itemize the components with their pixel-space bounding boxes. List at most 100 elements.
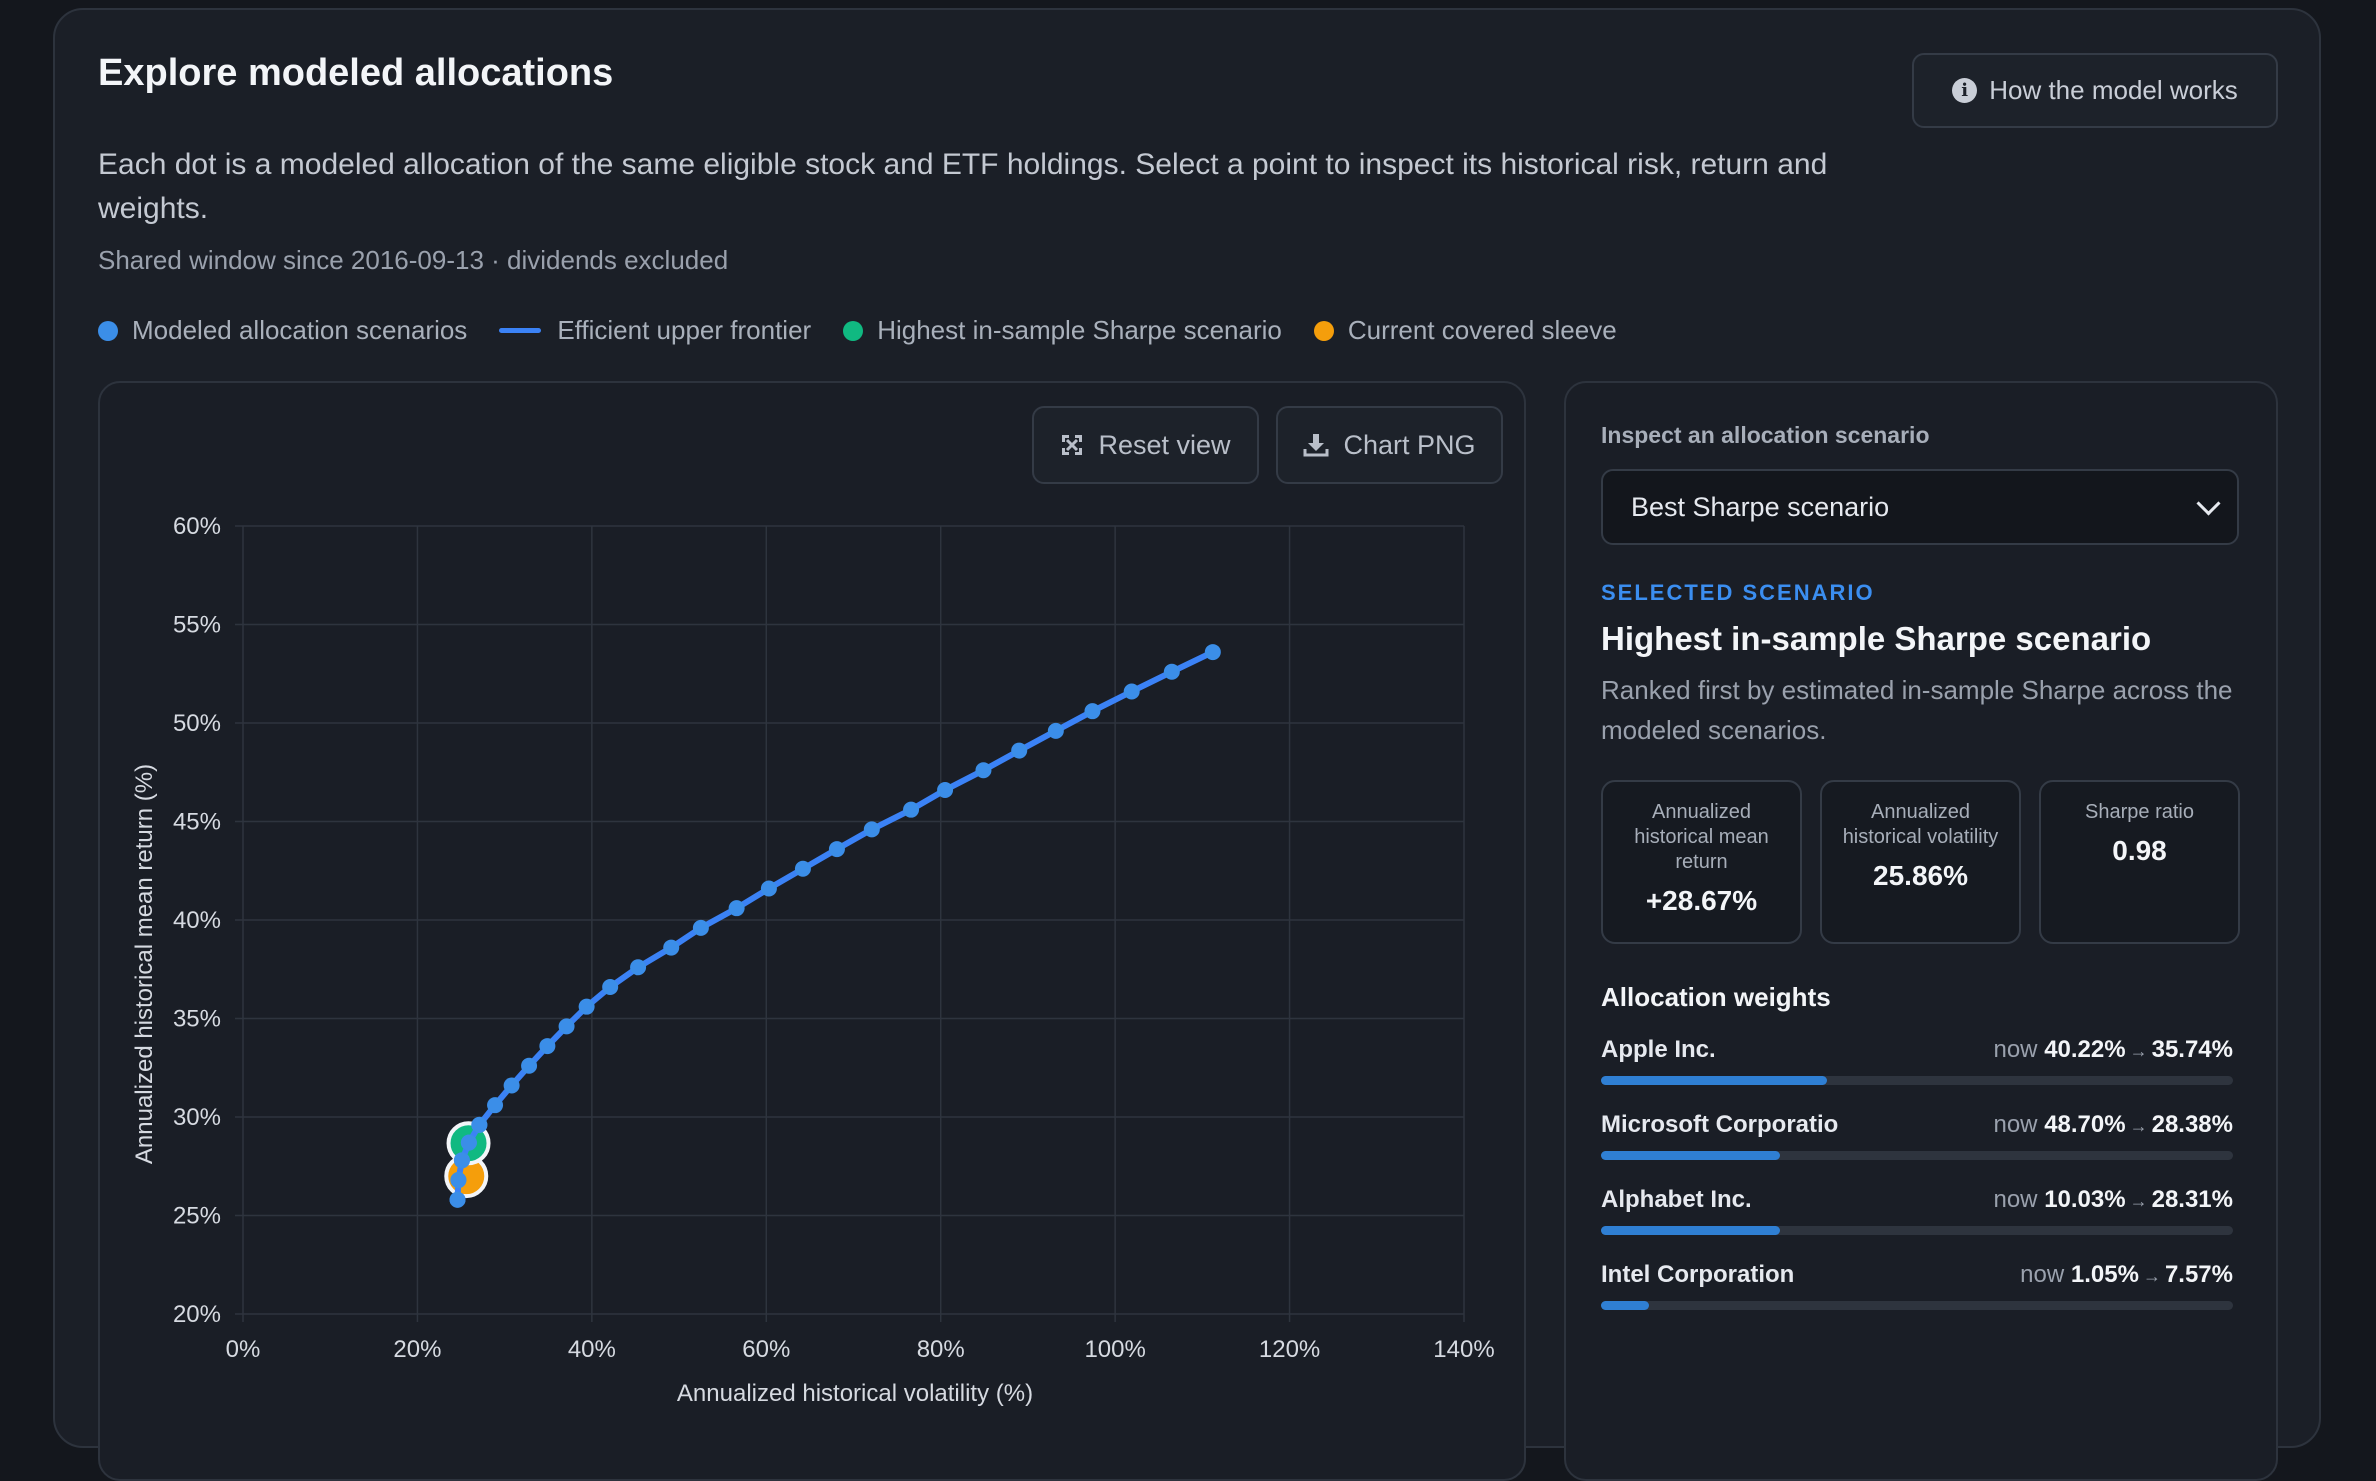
scenario-point[interactable] [449, 1191, 466, 1208]
stat-label-volatility: Annualized historical volatility [1842, 801, 1999, 848]
weight-row: Apple Inc. now 40.22% → 35.74% [1601, 1036, 2233, 1085]
x-tick-label: 140% [1433, 1336, 1494, 1363]
frontier-point[interactable] [794, 860, 811, 877]
frontier-point[interactable] [1084, 703, 1101, 720]
stat-label-sharpe: Sharpe ratio [2085, 801, 2194, 823]
stat-label-return: Annualized historical mean return [1634, 801, 1769, 873]
x-tick-label: 20% [393, 1336, 441, 1363]
weight-bar-fill [1601, 1151, 1781, 1160]
frontier-point[interactable] [728, 900, 745, 917]
frontier-point[interactable] [692, 919, 709, 936]
weight-row: Intel Corporation now 1.05% → 7.57% [1601, 1261, 2233, 1310]
stat-card-sharpe: Sharpe ratio 0.98 [2039, 780, 2240, 944]
reset-view-button[interactable]: Reset view [1032, 406, 1259, 484]
scenario-select[interactable]: Best Sharpe scenario [1601, 469, 2239, 545]
frontier-point[interactable] [863, 821, 880, 838]
x-axis-title: Annualized historical volatility (%) [677, 1380, 1033, 1407]
chart-legend: Modeled allocation scenarios Efficient u… [98, 315, 1649, 346]
legend-dot-scenarios [98, 320, 118, 341]
y-tick-label: 35% [173, 1006, 221, 1033]
x-tick-label: 120% [1259, 1336, 1320, 1363]
y-tick-label: 60% [173, 513, 221, 540]
legend-dot-current [1313, 320, 1334, 341]
y-tick-label: 45% [173, 809, 221, 836]
chart-panel [98, 381, 1526, 1481]
weight-bar-track [1601, 1076, 2233, 1085]
weight-name: Alphabet Inc. [1601, 1186, 1752, 1213]
legend-label-current: Current covered sleeve [1347, 315, 1617, 345]
frontier-point[interactable] [602, 978, 619, 995]
reset-view-label: Reset view [1098, 429, 1231, 460]
x-tick-label: 40% [568, 1336, 616, 1363]
legend-item-frontier: Efficient upper frontier [499, 315, 811, 346]
expand-icon [1062, 435, 1083, 455]
info-icon: i [1952, 78, 1978, 103]
legend-item-scenarios: Modeled allocation scenarios [98, 315, 467, 346]
frontier-point[interactable] [630, 959, 647, 976]
frontier-point[interactable] [558, 1018, 575, 1035]
frontier-point[interactable] [1011, 742, 1028, 759]
scenario-point[interactable] [460, 1134, 477, 1151]
frontier-point[interactable] [487, 1097, 504, 1114]
weight-name: Apple Inc. [1601, 1036, 1716, 1063]
frontier-point[interactable] [828, 841, 845, 858]
legend-label-scenarios: Modeled allocation scenarios [132, 315, 468, 345]
y-tick-label: 40% [173, 907, 221, 934]
inspect-label: Inspect an allocation scenario [1601, 422, 1930, 448]
frontier-point[interactable] [760, 880, 777, 897]
frontier-point[interactable] [1047, 722, 1064, 739]
frontier-point[interactable] [521, 1057, 538, 1074]
legend-dot-sharpe [843, 320, 864, 341]
frontier-point[interactable] [1204, 644, 1221, 661]
weight-name: Intel Corporation [1601, 1261, 1795, 1288]
scenario-select-value: Best Sharpe scenario [1631, 491, 1890, 522]
frontier-point[interactable] [578, 998, 595, 1015]
weight-row: Microsoft Corporatio now 48.70% → 28.38% [1601, 1111, 2233, 1160]
frontier-point[interactable] [937, 781, 954, 798]
frontier-point[interactable] [503, 1077, 520, 1094]
selected-scenario-kicker: SELECTED SCENARIO [1601, 580, 1875, 605]
legend-label-sharpe: Highest in-sample Sharpe scenario [877, 315, 1282, 345]
x-tick-label: 80% [917, 1336, 965, 1363]
x-tick-label: 0% [226, 1336, 261, 1363]
stat-card-return: Annualized historical mean return +28.67… [1601, 780, 1802, 944]
legend-line-frontier [499, 328, 542, 333]
selected-scenario-name: Highest in-sample Sharpe scenario [1601, 620, 2152, 657]
chart-png-label: Chart PNG [1343, 429, 1476, 460]
scenario-point[interactable] [450, 1172, 467, 1189]
x-tick-label: 100% [1084, 1336, 1145, 1363]
frontier-point[interactable] [1123, 683, 1140, 700]
weight-bar-fill [1601, 1226, 1780, 1235]
y-axis-title: Annualized historical mean return (%) [131, 764, 158, 1164]
legend-item-sharpe: Highest in-sample Sharpe scenario [843, 315, 1282, 346]
weight-values: now 48.70% → 28.38% [1993, 1111, 2233, 1138]
grid-layer [235, 525, 1465, 1322]
y-tick-label: 25% [173, 1203, 221, 1230]
weight-values: now 10.03% → 28.31% [1993, 1186, 2233, 1213]
frontier-point[interactable] [975, 762, 992, 779]
weight-values: now 1.05% → 7.57% [2020, 1261, 2233, 1288]
chevron-down-icon [2196, 491, 2221, 516]
frontier-point[interactable] [663, 939, 680, 956]
scenario-point[interactable] [471, 1116, 488, 1133]
weight-bar-track [1601, 1226, 2233, 1235]
weight-bar-fill [1601, 1076, 1827, 1085]
stat-value-sharpe: 0.98 [2112, 835, 2167, 866]
frontier-point[interactable] [539, 1038, 556, 1055]
weight-values: now 40.22% → 35.74% [1993, 1036, 2233, 1063]
scatter-chart: 0% 20% 40% 60% 80% 100% 120% 140%20%25%30%35%40… [131, 513, 1495, 1407]
selected-scenario-description: Ranked first by estimated in-sample Shar… [1601, 675, 2233, 745]
allocation-weights-title: Allocation weights [1601, 982, 1831, 1012]
tick-layer: 0% 20% 40% 60% 80% 100% 120% 140%20%25%30%35%40… [173, 513, 1495, 1363]
chart-png-button[interactable]: Chart PNG [1276, 406, 1503, 484]
how-model-works-button[interactable]: i How the model works [1912, 53, 2278, 128]
how-model-works-label: How the model works [1989, 75, 2238, 105]
y-tick-label: 20% [173, 1301, 221, 1328]
stat-value-return: +28.67% [1645, 885, 1758, 916]
frontier-point[interactable] [903, 801, 920, 818]
frontier-point[interactable] [1163, 663, 1180, 680]
scenario-point[interactable] [453, 1152, 470, 1169]
weight-name: Microsoft Corporatio [1601, 1111, 1839, 1138]
y-tick-label: 50% [173, 710, 221, 737]
weight-bar-fill [1601, 1301, 1649, 1310]
